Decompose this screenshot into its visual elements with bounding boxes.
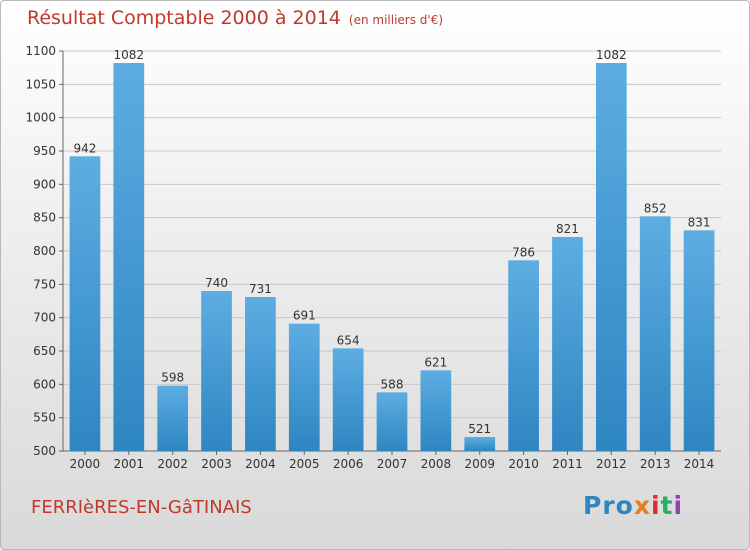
x-tick-label: 2010 xyxy=(508,457,539,471)
bar-value-label: 740 xyxy=(205,276,228,290)
bar-value-label: 731 xyxy=(249,282,272,296)
bar xyxy=(552,237,583,451)
bar-value-label: 654 xyxy=(337,333,360,347)
bar-value-label: 852 xyxy=(644,201,667,215)
bar-value-label: 786 xyxy=(512,245,535,259)
x-tick-label: 2004 xyxy=(245,457,276,471)
y-tick-label: 700 xyxy=(33,311,56,325)
bar xyxy=(420,370,452,451)
x-tick-label: 2014 xyxy=(684,457,715,471)
bar-value-label: 598 xyxy=(161,371,184,385)
bar-value-label: 521 xyxy=(468,422,491,436)
bar xyxy=(69,156,101,452)
bar xyxy=(113,63,145,451)
x-tick-label: 2002 xyxy=(157,457,188,471)
x-tick-label: 2006 xyxy=(333,457,364,471)
logo-part-3: i xyxy=(650,491,661,520)
bar-value-label: 1082 xyxy=(596,48,627,62)
bar-value-label: 1082 xyxy=(114,48,145,62)
bar xyxy=(201,291,232,451)
logo-part-1: Pro xyxy=(583,491,634,520)
bar xyxy=(157,385,189,451)
bar xyxy=(595,63,627,451)
logo-part-5: i xyxy=(673,491,684,520)
commune-name: FERRIèRES-EN-GâTINAIS xyxy=(31,497,252,518)
chart-title: Résultat Comptable 2000 à 2014 (en millie… xyxy=(27,7,443,29)
y-tick-label: 750 xyxy=(33,277,56,291)
x-tick-label: 2009 xyxy=(464,457,495,471)
bar xyxy=(376,392,408,451)
x-tick-label: 2007 xyxy=(377,457,408,471)
bar xyxy=(288,323,320,451)
bar-value-label: 821 xyxy=(556,222,579,236)
chart-unit: (en milliers d'€) xyxy=(348,13,444,27)
x-tick-label: 2012 xyxy=(596,457,627,471)
bar xyxy=(683,230,715,451)
bar xyxy=(464,437,496,451)
x-tick-label: 2011 xyxy=(552,457,583,471)
bar-value-label: 942 xyxy=(73,141,96,155)
x-tick-label: 2013 xyxy=(640,457,671,471)
y-tick-label: 950 xyxy=(33,144,56,158)
bar-value-label: 831 xyxy=(688,215,711,229)
bar-value-label: 691 xyxy=(293,309,316,323)
x-tick-label: 2000 xyxy=(70,457,101,471)
y-tick-label: 1000 xyxy=(25,111,56,125)
logo-part-4: t xyxy=(660,491,674,520)
y-tick-label: 1100 xyxy=(25,44,56,58)
y-tick-label: 650 xyxy=(33,344,56,358)
x-tick-label: 2003 xyxy=(201,457,232,471)
x-tick-label: 2005 xyxy=(289,457,320,471)
y-tick-label: 800 xyxy=(33,244,56,258)
x-tick-label: 2001 xyxy=(114,457,145,471)
bar-value-label: 588 xyxy=(381,377,404,391)
chart-title-text: Résultat Comptable 2000 à 2014 xyxy=(27,7,341,29)
y-tick-label: 500 xyxy=(33,444,56,458)
bar xyxy=(639,216,671,451)
bar xyxy=(332,348,364,451)
bar xyxy=(508,260,539,451)
y-tick-label: 850 xyxy=(33,211,56,225)
y-tick-label: 550 xyxy=(33,411,56,425)
x-tick-label: 2008 xyxy=(421,457,452,471)
y-tick-label: 600 xyxy=(33,377,56,391)
bar-value-label: 621 xyxy=(424,355,447,369)
logo-part-2: x xyxy=(633,491,651,520)
proxiti-logo: Proxiti xyxy=(583,491,683,520)
y-tick-label: 1050 xyxy=(25,77,56,91)
y-tick-label: 900 xyxy=(33,177,56,191)
bar xyxy=(245,297,276,451)
